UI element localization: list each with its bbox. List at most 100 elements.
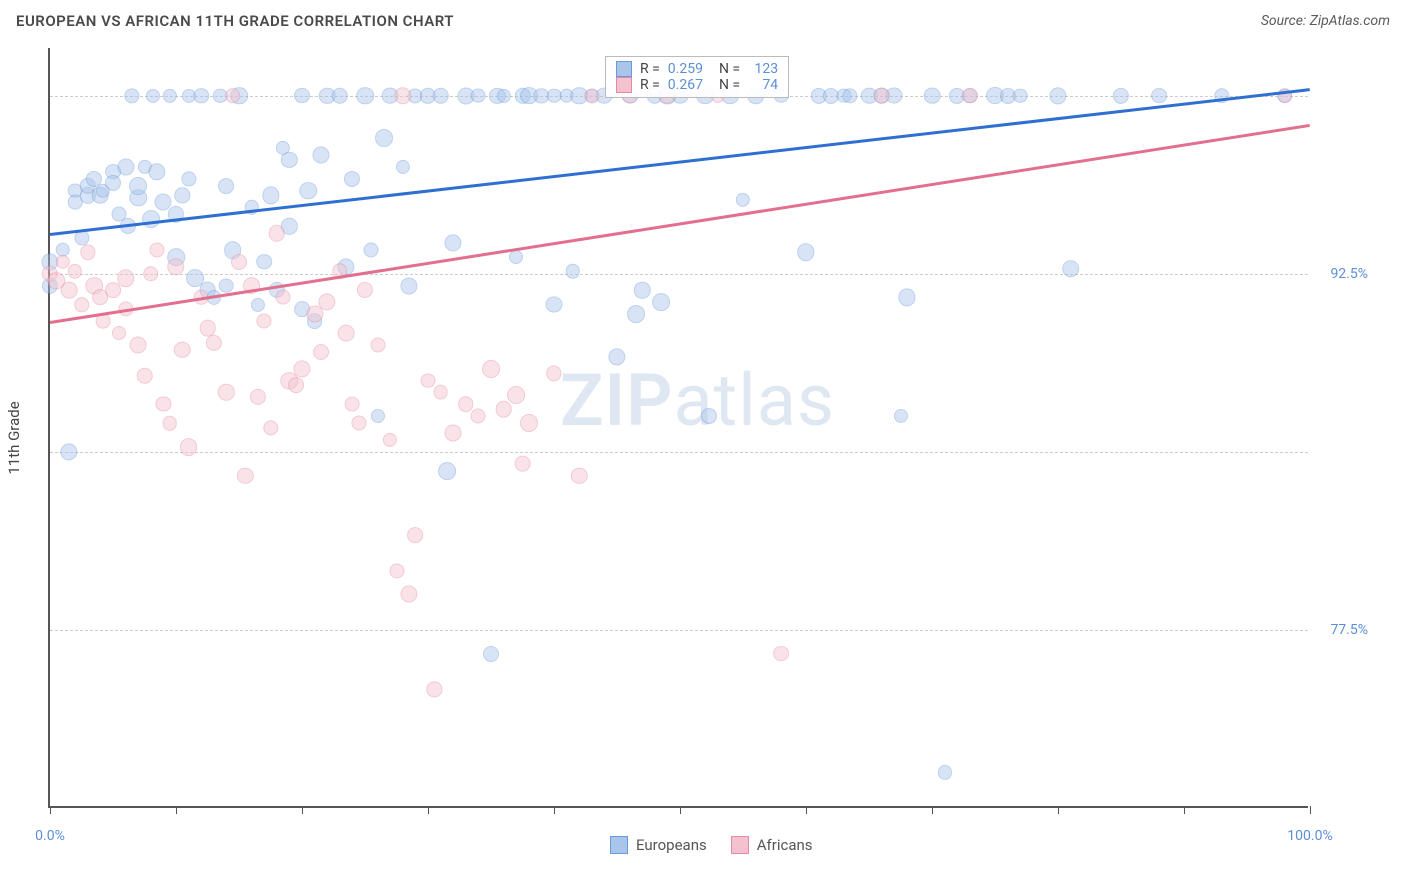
legend-r-label: R = [640, 77, 660, 93]
legend-label: Europeans [636, 836, 707, 854]
x-tick [428, 806, 429, 814]
legend-stats: R =0.259N =123R =0.267N =74 [605, 56, 789, 98]
x-tick [932, 806, 933, 814]
scatter-point [364, 242, 379, 257]
x-tick [680, 806, 681, 814]
scatter-point [61, 282, 78, 299]
scatter-point [112, 326, 126, 340]
scatter-point [218, 384, 234, 400]
scatter-point [520, 414, 538, 432]
x-tick [1058, 806, 1059, 814]
scatter-point [294, 88, 310, 104]
gridline [50, 274, 1308, 275]
chart-container: 11th Grade ZIPatlas 77.5%92.5%0.0%100.0%… [48, 48, 1348, 828]
scatter-point [483, 646, 499, 662]
scatter-point [773, 646, 789, 662]
scatter-point [396, 160, 410, 174]
scatter-point [74, 230, 89, 245]
x-tick [302, 806, 303, 814]
scatter-point [262, 187, 279, 204]
scatter-point [263, 420, 278, 435]
scatter-point [175, 188, 190, 203]
scatter-point [1062, 260, 1080, 278]
scatter-point [938, 765, 952, 779]
trend-line [50, 124, 1310, 324]
scatter-point [370, 337, 385, 352]
scatter-point [231, 254, 247, 270]
scatter-point [401, 586, 418, 603]
x-tick [176, 806, 177, 814]
scatter-point [136, 368, 152, 384]
scatter-point [514, 455, 531, 472]
scatter-point [546, 296, 563, 313]
scatter-point [148, 163, 165, 180]
scatter-point [142, 210, 160, 228]
header: EUROPEAN VS AFRICAN 11TH GRADE CORRELATI… [0, 0, 1406, 38]
scatter-point [117, 270, 135, 288]
scatter-point [421, 373, 436, 388]
scatter-point [495, 401, 512, 418]
x-tick [554, 806, 555, 814]
scatter-point [345, 397, 360, 412]
scatter-point [458, 396, 474, 412]
scatter-point [80, 245, 95, 260]
scatter-point [74, 297, 89, 312]
scatter-point [68, 264, 82, 278]
scatter-point [218, 178, 234, 194]
legend-series: Europeans Africans [610, 836, 813, 854]
gridline [50, 630, 1308, 631]
scatter-point [181, 171, 196, 186]
scatter-point [701, 408, 717, 424]
scatter-point [842, 88, 857, 103]
scatter-point [206, 334, 222, 350]
scatter-point [124, 88, 139, 103]
x-tick [806, 806, 807, 814]
legend-swatch [610, 836, 628, 854]
scatter-point [408, 527, 424, 543]
scatter-point [312, 146, 329, 163]
scatter-point [608, 348, 625, 365]
x-tick [1184, 806, 1185, 814]
scatter-point [634, 282, 650, 298]
scatter-point [293, 360, 310, 377]
legend-n-value: 123 [748, 61, 778, 77]
y-tick-label: 77.5% [1313, 622, 1368, 638]
trend-line [50, 88, 1310, 235]
scatter-point [357, 282, 373, 298]
scatter-point [150, 242, 165, 257]
scatter-point [482, 360, 500, 378]
legend-item: Africans [731, 836, 813, 854]
scatter-point [471, 88, 486, 103]
scatter-point [250, 389, 266, 405]
chart-title: EUROPEAN VS AFRICAN 11TH GRADE CORRELATI… [16, 12, 454, 30]
y-tick-label: 92.5% [1313, 266, 1368, 282]
scatter-point [445, 424, 462, 441]
scatter-point [427, 682, 442, 697]
scatter-point [351, 416, 366, 431]
scatter-point [105, 175, 121, 191]
scatter-point [180, 438, 198, 456]
legend-stats-row: R =0.267N =74 [616, 77, 778, 93]
gridline [50, 452, 1308, 453]
scatter-point [256, 254, 272, 270]
scatter-point [1151, 88, 1167, 104]
scatter-point [736, 193, 750, 207]
scatter-point [566, 264, 581, 279]
scatter-point [332, 87, 349, 104]
scatter-point [167, 258, 184, 275]
scatter-point [174, 341, 191, 358]
scatter-point [55, 255, 69, 269]
legend-item: Europeans [610, 836, 707, 854]
scatter-point [797, 244, 814, 261]
scatter-point [117, 158, 134, 175]
scatter-point [338, 325, 355, 342]
scatter-point [383, 433, 397, 447]
scatter-point [288, 377, 304, 393]
scatter-point [438, 462, 456, 480]
scatter-point [143, 266, 159, 282]
scatter-point [389, 563, 404, 578]
scatter-point [319, 294, 336, 311]
scatter-point [627, 305, 645, 323]
scatter-point [375, 129, 393, 147]
plot-area: ZIPatlas 77.5%92.5%0.0%100.0%R =0.259N =… [48, 48, 1308, 808]
